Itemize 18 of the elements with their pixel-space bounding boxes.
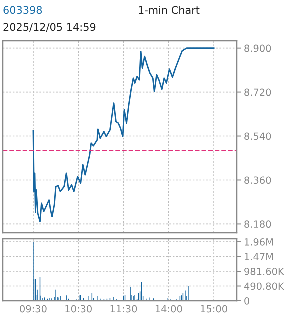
x-tick-label: 15:00 — [201, 305, 228, 313]
y-tick-label: 490.80K — [244, 282, 285, 290]
x-tick-label: 11:30 — [110, 305, 138, 313]
y-tick-label: 1.47M — [245, 253, 274, 260]
y-tick-label: 0 — [244, 297, 250, 305]
y-tick-label: 8.180 — [244, 220, 272, 228]
y-tick-label: 8.360 — [244, 176, 272, 184]
y-tick-label: 981.60K — [244, 268, 285, 276]
x-tick-label: 10:30 — [66, 305, 92, 313]
x-tick-label: 14:00 — [156, 305, 182, 313]
y-tick-label: 8.540 — [244, 132, 272, 140]
text: 1-min Chart — [139, 6, 200, 14]
y-tick-label: 8.720 — [244, 88, 272, 96]
chart-title: 603398 — [4, 6, 42, 14]
chart-subtitle: 2025/12/05 14:59 — [4, 23, 96, 32]
y-tick-label: 1.96M — [245, 238, 274, 246]
x-tick-label: 09:30 — [20, 305, 47, 313]
y-tick-label: 8.900 — [244, 44, 272, 52]
